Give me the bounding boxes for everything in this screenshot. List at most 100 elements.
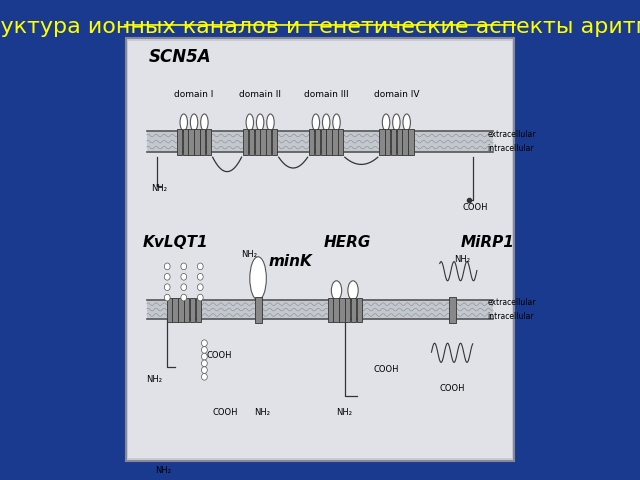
FancyBboxPatch shape xyxy=(339,298,344,322)
Circle shape xyxy=(164,263,170,270)
FancyBboxPatch shape xyxy=(184,298,189,322)
Text: MiRP1: MiRP1 xyxy=(460,235,515,250)
FancyBboxPatch shape xyxy=(195,298,201,322)
Text: NH₂: NH₂ xyxy=(254,408,270,417)
FancyBboxPatch shape xyxy=(255,129,260,155)
Text: domain II: domain II xyxy=(239,90,281,99)
Ellipse shape xyxy=(323,114,330,131)
FancyBboxPatch shape xyxy=(408,129,413,155)
Circle shape xyxy=(202,353,207,360)
Circle shape xyxy=(181,294,187,301)
Circle shape xyxy=(197,284,203,290)
FancyBboxPatch shape xyxy=(260,129,266,155)
Circle shape xyxy=(197,263,203,270)
Circle shape xyxy=(202,360,207,367)
Ellipse shape xyxy=(332,281,342,300)
Text: NH₂: NH₂ xyxy=(155,466,171,475)
Ellipse shape xyxy=(190,114,198,131)
Bar xyxy=(147,300,493,319)
FancyBboxPatch shape xyxy=(332,129,337,155)
Circle shape xyxy=(164,274,170,280)
Bar xyxy=(147,131,493,153)
Text: minK: minK xyxy=(268,254,312,269)
Circle shape xyxy=(164,294,170,301)
Circle shape xyxy=(202,347,207,353)
FancyBboxPatch shape xyxy=(195,129,200,155)
Ellipse shape xyxy=(333,114,340,131)
FancyBboxPatch shape xyxy=(266,129,271,155)
FancyBboxPatch shape xyxy=(166,298,172,322)
FancyBboxPatch shape xyxy=(333,298,339,322)
Text: NH₂: NH₂ xyxy=(337,408,353,417)
Ellipse shape xyxy=(246,114,253,131)
Circle shape xyxy=(202,373,207,380)
FancyBboxPatch shape xyxy=(172,298,178,322)
FancyBboxPatch shape xyxy=(326,129,332,155)
Text: NH₂: NH₂ xyxy=(454,254,470,264)
FancyBboxPatch shape xyxy=(177,129,182,155)
FancyBboxPatch shape xyxy=(356,298,362,322)
Text: COOH: COOH xyxy=(374,365,399,374)
FancyBboxPatch shape xyxy=(206,129,211,155)
FancyBboxPatch shape xyxy=(255,297,262,323)
Ellipse shape xyxy=(348,281,358,300)
FancyBboxPatch shape xyxy=(200,129,205,155)
FancyBboxPatch shape xyxy=(449,297,456,323)
Text: COOH: COOH xyxy=(212,408,238,417)
Text: COOH: COOH xyxy=(440,384,465,393)
Text: domain I: domain I xyxy=(174,90,214,99)
Text: intracellular: intracellular xyxy=(487,312,534,321)
Ellipse shape xyxy=(257,114,264,131)
FancyBboxPatch shape xyxy=(178,298,184,322)
FancyBboxPatch shape xyxy=(128,41,512,458)
Text: Структура ионных каналов и генетические аспекты аритмий: Структура ионных каналов и генетические … xyxy=(0,17,640,37)
Ellipse shape xyxy=(201,114,208,131)
Text: NH₂: NH₂ xyxy=(147,374,163,384)
Text: intracellular: intracellular xyxy=(487,144,534,153)
FancyBboxPatch shape xyxy=(385,129,390,155)
FancyBboxPatch shape xyxy=(249,129,254,155)
FancyBboxPatch shape xyxy=(338,129,343,155)
Text: KvLQT1: KvLQT1 xyxy=(143,235,208,250)
Circle shape xyxy=(181,263,187,270)
Text: HERG: HERG xyxy=(324,235,371,250)
FancyBboxPatch shape xyxy=(272,129,277,155)
FancyBboxPatch shape xyxy=(397,129,402,155)
Circle shape xyxy=(197,294,203,301)
Ellipse shape xyxy=(267,114,274,131)
Circle shape xyxy=(164,284,170,290)
FancyBboxPatch shape xyxy=(189,129,194,155)
FancyBboxPatch shape xyxy=(126,38,514,461)
FancyBboxPatch shape xyxy=(315,129,320,155)
Ellipse shape xyxy=(250,257,266,300)
FancyBboxPatch shape xyxy=(391,129,396,155)
Ellipse shape xyxy=(180,114,188,131)
Text: extracellular: extracellular xyxy=(487,130,536,139)
Text: domain III: domain III xyxy=(304,90,349,99)
FancyBboxPatch shape xyxy=(189,298,195,322)
Circle shape xyxy=(202,367,207,373)
Ellipse shape xyxy=(403,114,410,131)
FancyBboxPatch shape xyxy=(351,298,356,322)
FancyBboxPatch shape xyxy=(345,298,350,322)
Text: NH₂: NH₂ xyxy=(151,184,167,193)
Text: extracellular: extracellular xyxy=(487,298,536,307)
Circle shape xyxy=(202,340,207,347)
Ellipse shape xyxy=(382,114,390,131)
FancyBboxPatch shape xyxy=(243,129,248,155)
Text: COOH: COOH xyxy=(463,203,488,212)
FancyBboxPatch shape xyxy=(380,129,385,155)
Text: NH₂: NH₂ xyxy=(241,250,257,259)
FancyBboxPatch shape xyxy=(321,129,326,155)
FancyBboxPatch shape xyxy=(309,129,314,155)
Circle shape xyxy=(181,274,187,280)
Ellipse shape xyxy=(312,114,319,131)
Text: SCN5A: SCN5A xyxy=(148,48,211,66)
FancyBboxPatch shape xyxy=(403,129,408,155)
FancyBboxPatch shape xyxy=(328,298,333,322)
Text: domain IV: domain IV xyxy=(374,90,419,99)
Circle shape xyxy=(197,274,203,280)
Circle shape xyxy=(181,284,187,290)
FancyBboxPatch shape xyxy=(182,129,188,155)
Text: COOH: COOH xyxy=(207,350,232,360)
